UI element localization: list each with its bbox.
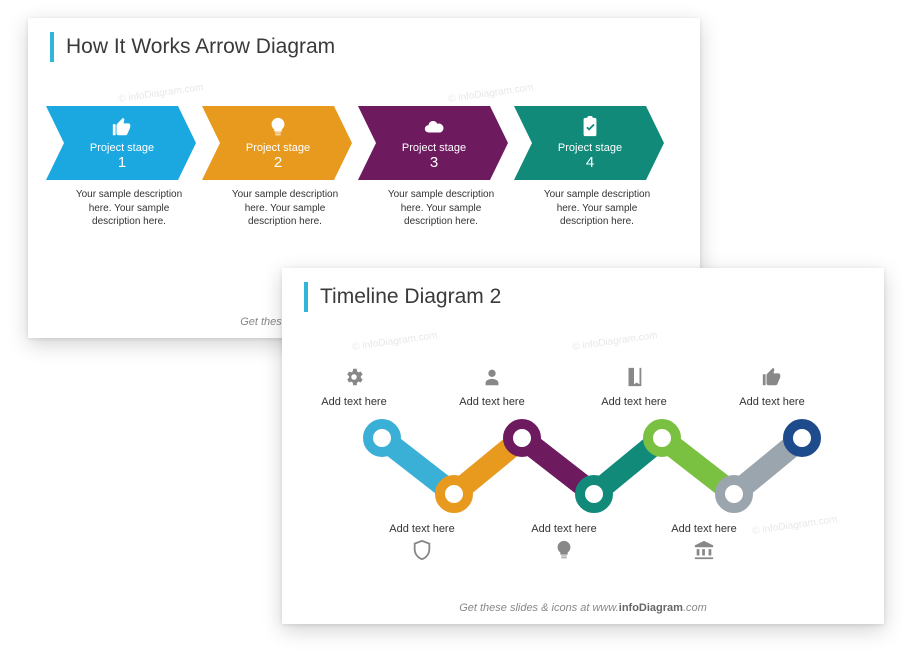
cloud-icon xyxy=(374,112,494,142)
timeline-label: Add text here xyxy=(737,396,807,408)
stage-desc-4: Your sample description here. Your sampl… xyxy=(522,188,672,229)
slide2-footer: Get these slides & icons at www.infoDiag… xyxy=(282,602,884,614)
timeline-label: Add text here xyxy=(387,523,457,535)
timeline-top-4: Add text here xyxy=(737,366,807,408)
slide1-title-bar: How It Works Arrow Diagram xyxy=(28,18,700,62)
slide1-title: How It Works Arrow Diagram xyxy=(66,35,335,59)
timeline-bottom-1: Add text here xyxy=(387,520,457,566)
timeline-label: Add text here xyxy=(599,396,669,408)
stage-label: Project stage xyxy=(218,142,338,154)
person-icon xyxy=(457,366,527,393)
desc-row: Your sample description here. Your sampl… xyxy=(54,188,700,229)
slide-timeline-diagram: Timeline Diagram 2 © infoDiagram.com © i… xyxy=(282,268,884,624)
footer-bold: infoDiagram xyxy=(619,602,683,614)
footer-pre: Get these slides & icons at www. xyxy=(459,602,619,614)
slide2-title-bar: Timeline Diagram 2 xyxy=(282,268,884,312)
timeline-top-2: Add text here xyxy=(457,366,527,408)
timeline-bottom-3: Add text here xyxy=(669,520,739,566)
slide2-title: Timeline Diagram 2 xyxy=(320,285,501,309)
timeline-label: Add text here xyxy=(529,523,599,535)
stage-number: 1 xyxy=(62,154,182,171)
stage-desc-1: Your sample description here. Your sampl… xyxy=(54,188,204,229)
gears-icon xyxy=(319,366,389,393)
timeline-label: Add text here xyxy=(457,396,527,408)
title-accent xyxy=(50,32,54,62)
thumb-icon xyxy=(737,366,807,393)
watermark: © infoDiagram.com xyxy=(448,82,534,105)
stage-label: Project stage xyxy=(530,142,650,154)
thumb-icon xyxy=(62,112,182,142)
bank-icon xyxy=(669,539,739,566)
timeline-area: Add text here Add text here Add text her… xyxy=(282,330,884,590)
stage-label: Project stage xyxy=(62,142,182,154)
arrow-stage-2: Project stage 2 xyxy=(202,106,352,180)
arrow-row: Project stage 1 Project stage 2 Project … xyxy=(46,106,700,180)
arrow-stage-3: Project stage 3 xyxy=(358,106,508,180)
footer-post: .com xyxy=(683,602,707,614)
stage-number: 2 xyxy=(218,154,338,171)
timeline-top-1: Add text here xyxy=(319,366,389,408)
stage-number: 3 xyxy=(374,154,494,171)
bulb-icon xyxy=(529,539,599,566)
timeline-label: Add text here xyxy=(669,523,739,535)
bulb-icon xyxy=(218,112,338,142)
timeline-bottom-2: Add text here xyxy=(529,520,599,566)
clip-icon xyxy=(530,112,650,142)
timeline-top-3: Add text here xyxy=(599,366,669,408)
book-icon xyxy=(599,366,669,393)
title-accent xyxy=(304,282,308,312)
watermark: © infoDiagram.com xyxy=(118,82,204,105)
stage-label: Project stage xyxy=(374,142,494,154)
shield-icon xyxy=(387,539,457,566)
stage-desc-2: Your sample description here. Your sampl… xyxy=(210,188,360,229)
arrow-stage-1: Project stage 1 xyxy=(46,106,196,180)
timeline-label: Add text here xyxy=(319,396,389,408)
arrow-stage-4: Project stage 4 xyxy=(514,106,664,180)
stage-desc-3: Your sample description here. Your sampl… xyxy=(366,188,516,229)
stage-number: 4 xyxy=(530,154,650,171)
